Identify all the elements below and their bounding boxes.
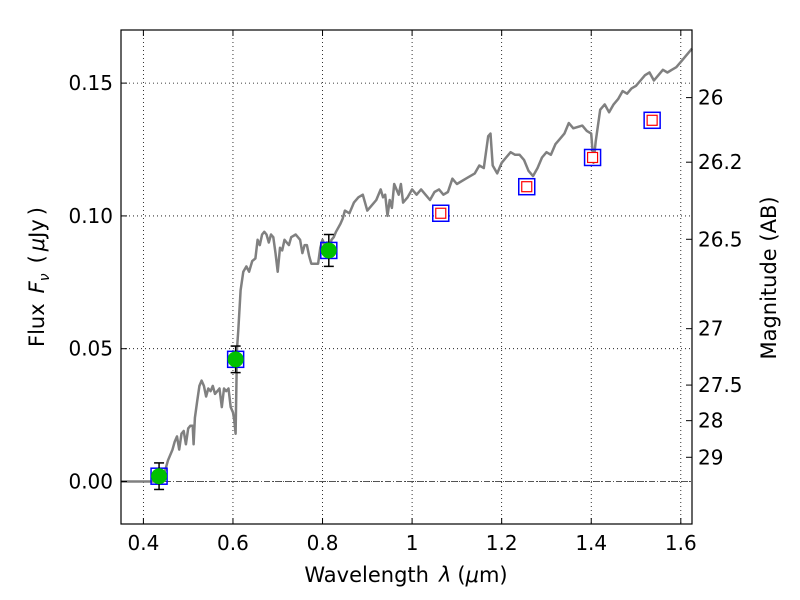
observed-points bbox=[151, 242, 337, 485]
y-tick-label: 0.05 bbox=[68, 337, 113, 361]
y2-axis-title: Magnitude (AB) bbox=[757, 196, 781, 359]
model-photometry-square bbox=[517, 177, 536, 196]
model-photometry-inner-squares bbox=[435, 114, 658, 219]
x-tick-label: 1.2 bbox=[486, 531, 518, 555]
model-photometry-square bbox=[583, 148, 602, 167]
y-axis-title: FluxFν(μJy) bbox=[25, 207, 53, 347]
y2-tick-label: 27 bbox=[698, 317, 723, 341]
model-photometry-inner-square bbox=[646, 114, 658, 126]
model-photometry-inner-square bbox=[521, 181, 533, 193]
y-tick-label: 0.15 bbox=[68, 71, 113, 95]
x-axis-ticks: 0.4 0.6 0.8 1 1.2 1.4 1.6 bbox=[127, 30, 697, 555]
model-photometry-square bbox=[643, 111, 661, 130]
y-tick-label: 0.00 bbox=[68, 470, 113, 494]
y2-tick-label: 26 bbox=[698, 86, 723, 110]
model-photometry-inner-square bbox=[586, 151, 599, 164]
x-tick-label: 1 bbox=[406, 531, 419, 555]
grid-lines bbox=[121, 30, 692, 524]
x-tick-label: 1.4 bbox=[575, 531, 607, 555]
y-axis-ticks: 0.00 0.05 0.10 0.15 bbox=[68, 71, 127, 494]
x-tick-label: 0.6 bbox=[217, 531, 249, 555]
x-tick-label: 1.6 bbox=[665, 531, 697, 555]
observed-point bbox=[227, 351, 244, 368]
y-tick-label: 0.10 bbox=[68, 204, 113, 228]
x-tick-label: 0.4 bbox=[127, 531, 159, 555]
y2-tick-label: 27.5 bbox=[698, 373, 743, 397]
model-photometry-inner-square bbox=[435, 207, 447, 219]
model-spectrum-line bbox=[121, 47, 693, 483]
observed-point bbox=[151, 468, 168, 485]
y2-tick-label: 26.2 bbox=[698, 150, 743, 174]
y2-axis-ticks: 26 26.2 26.5 27 27.5 28 29 bbox=[686, 86, 743, 469]
y2-tick-label: 29 bbox=[698, 445, 723, 469]
y2-tick-label: 28 bbox=[698, 409, 723, 433]
x-axis-title: Wavelength λ (μm) bbox=[304, 563, 507, 587]
plot-frame bbox=[120, 29, 693, 525]
x-tick-label: 0.8 bbox=[307, 531, 339, 555]
y2-tick-label: 26.5 bbox=[698, 227, 743, 251]
observed-point bbox=[320, 242, 337, 259]
model-photometry-square bbox=[432, 204, 450, 223]
model-photometry-squares bbox=[150, 111, 661, 485]
